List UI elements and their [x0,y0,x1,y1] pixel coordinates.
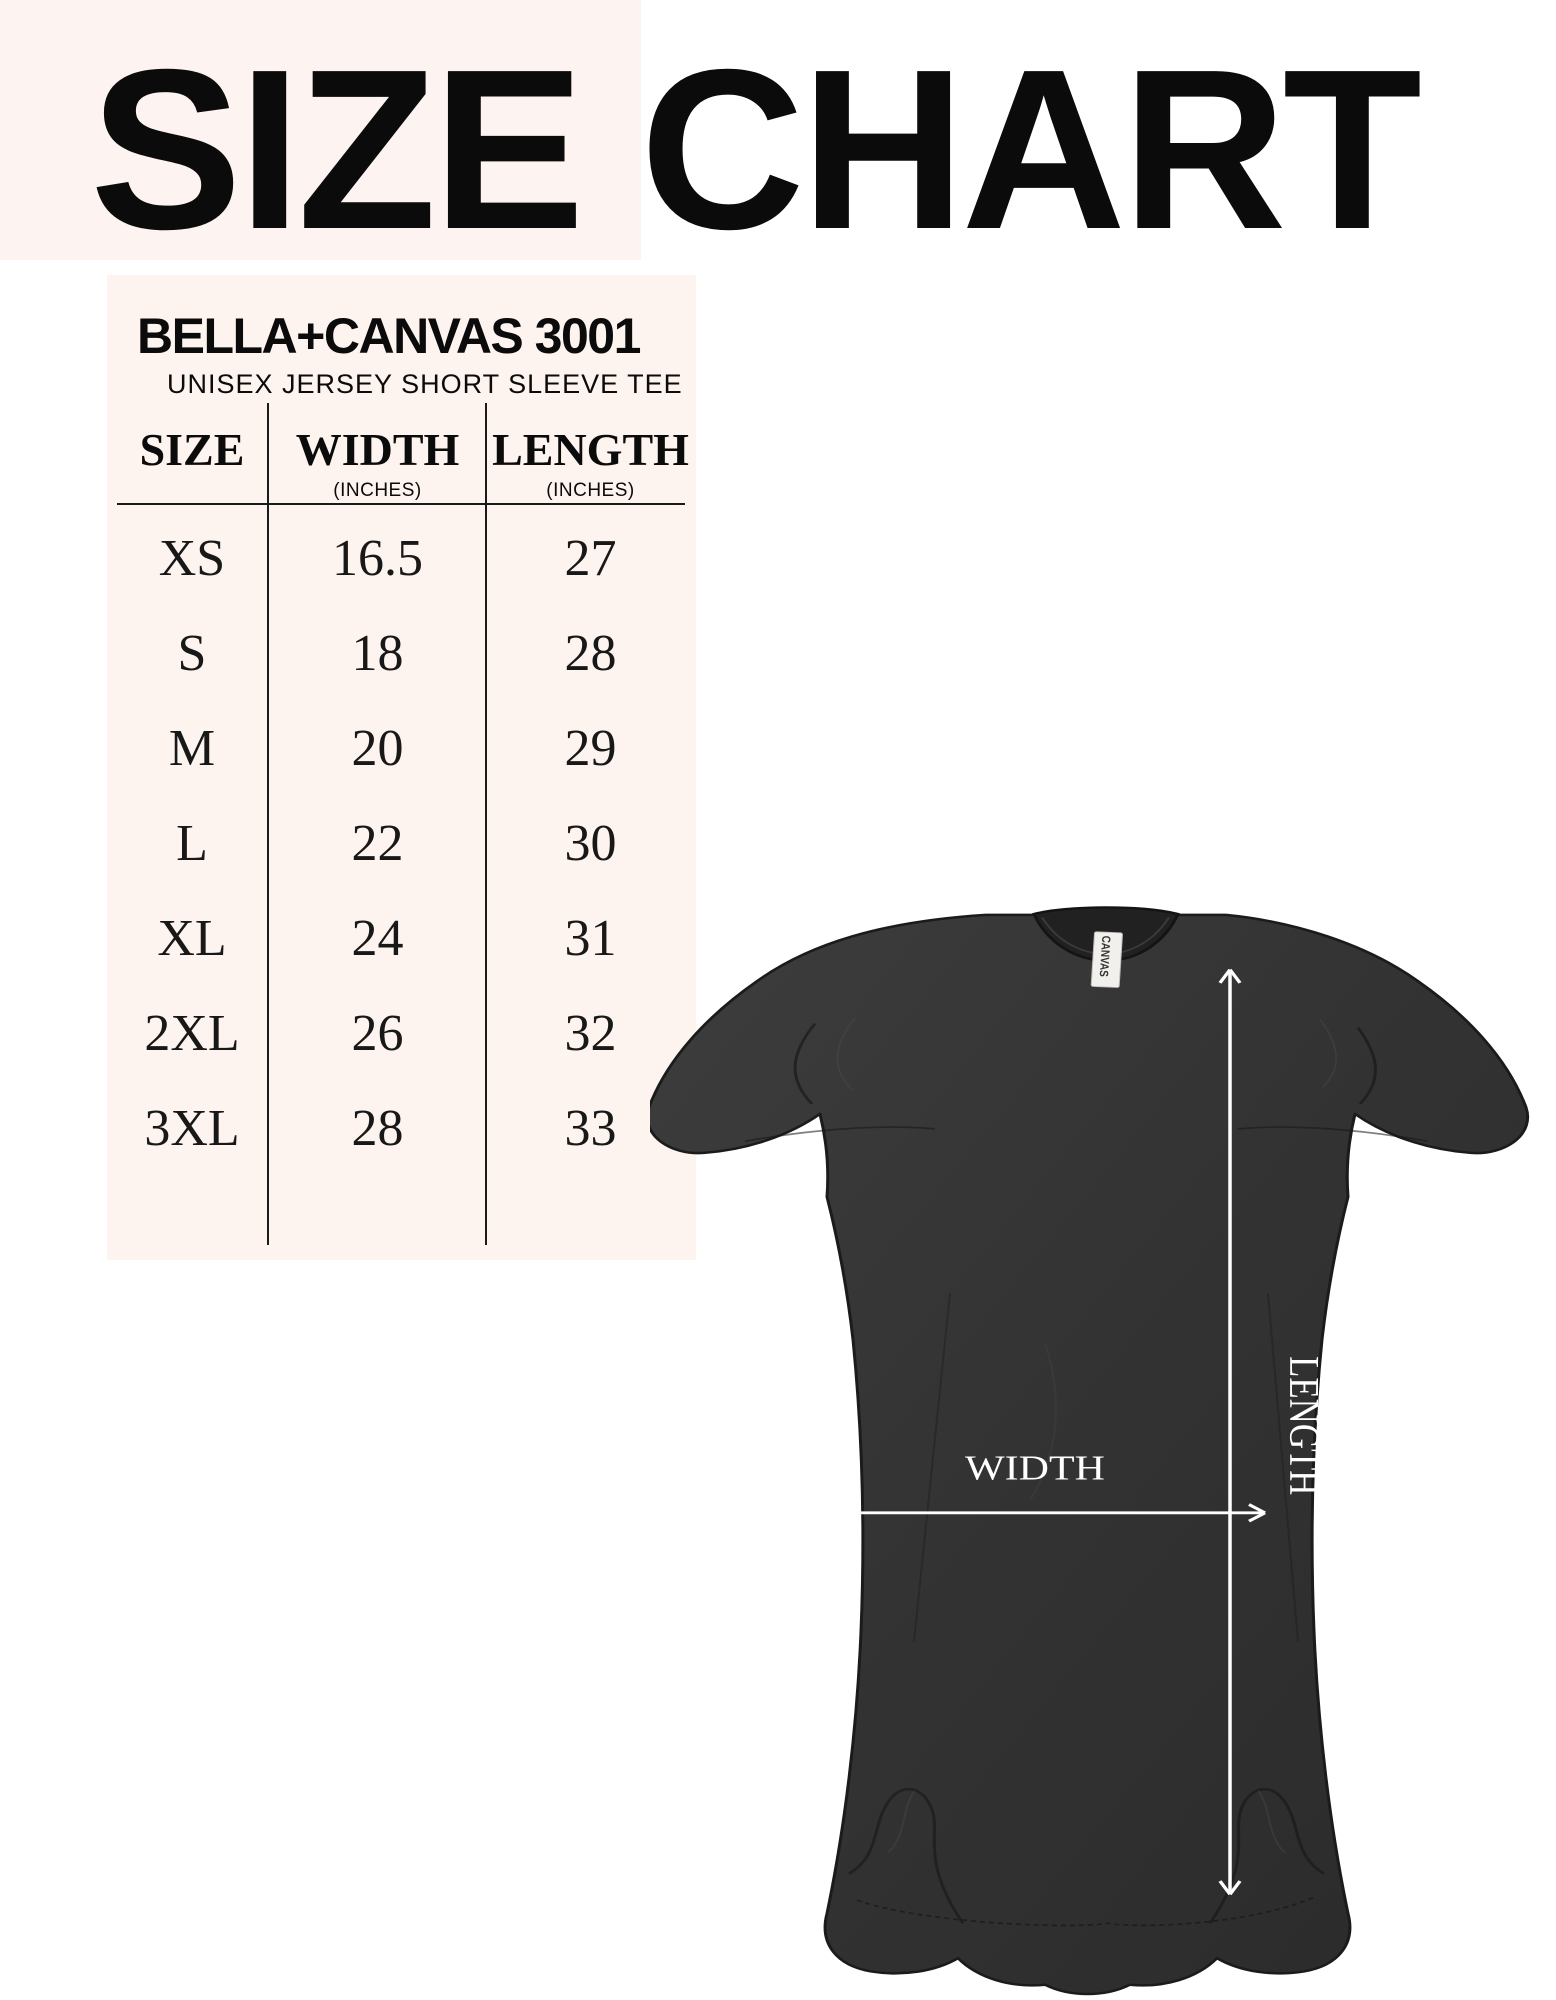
svg-text:LENGTH: LENGTH [1280,1356,1326,1495]
svg-text:CANVAS: CANVAS [1096,935,1112,977]
svg-text:WIDTH: WIDTH [965,1450,1105,1488]
